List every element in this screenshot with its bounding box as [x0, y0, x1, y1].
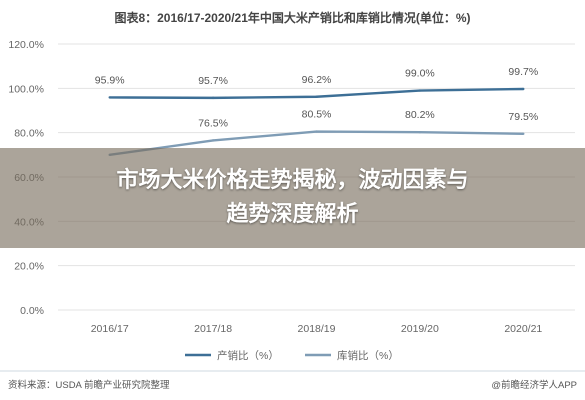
- headline-text: 市场大米价格走势揭秘，波动因素与 趋势深度解析: [0, 163, 585, 231]
- data-point: [315, 95, 318, 98]
- data-label: 96.2%: [302, 74, 332, 86]
- data-point: [522, 132, 525, 135]
- data-label: 80.5%: [302, 109, 332, 121]
- y-tick-label: 100.0%: [8, 83, 44, 95]
- x-tick-label: 2019/20: [401, 323, 439, 335]
- chart-title: 图表8：2016/17-2020/21年中国大米产销比和库销比情况(单位：%): [114, 11, 471, 25]
- x-tick-label: 2016/17: [91, 323, 129, 335]
- source-note: 资料来源：USDA 前瞻产业研究院整理: [8, 380, 170, 391]
- headline-line-1: 市场大米价格走势揭秘，波动因素与: [116, 167, 469, 192]
- x-tick-label: 2017/18: [194, 323, 232, 335]
- data-point: [211, 96, 215, 100]
- y-tick-label: 0.0%: [20, 305, 44, 317]
- x-tick-label: 2020/21: [504, 323, 542, 335]
- data-label: 95.9%: [95, 74, 125, 86]
- y-tick-label: 120.0%: [8, 39, 44, 51]
- data-point: [418, 89, 422, 92]
- data-point: [418, 131, 422, 134]
- legend-label: 库销比（%）: [337, 349, 399, 362]
- data-label: 80.2%: [405, 109, 435, 121]
- data-label: 99.7%: [508, 66, 538, 78]
- data-point: [108, 96, 111, 99]
- y-tick-label: 20.0%: [14, 261, 44, 273]
- data-label: 99.0%: [405, 68, 435, 80]
- y-tick-label: 80.0%: [14, 128, 44, 140]
- data-point: [211, 139, 215, 142]
- data-label: 79.5%: [508, 111, 538, 123]
- legend-label: 产销比（%）: [217, 349, 279, 362]
- headline-line-2: 趋势深度解析: [226, 201, 359, 226]
- data-point: [315, 130, 318, 133]
- data-label: 95.7%: [198, 75, 228, 87]
- credit-note: @前瞻经济学人APP: [491, 380, 577, 391]
- headline-banner: [0, 148, 585, 248]
- data-label: 76.5%: [198, 117, 228, 129]
- data-point: [522, 87, 525, 91]
- x-tick-label: 2018/19: [298, 323, 336, 335]
